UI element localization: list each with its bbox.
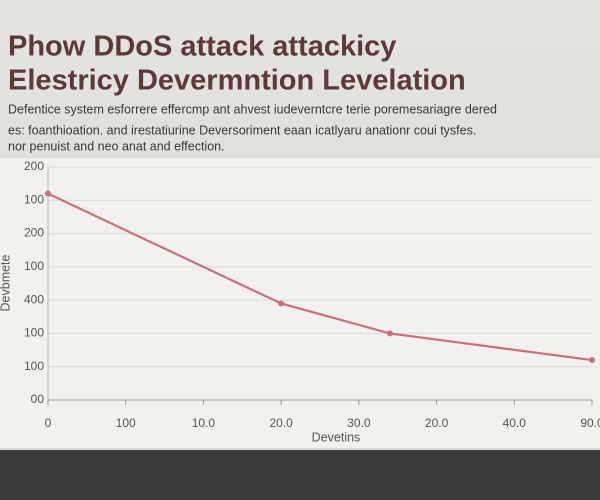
x-axis-label: Devetins bbox=[312, 430, 361, 444]
screen-bezel bbox=[0, 450, 600, 500]
y-tick-label: 400 bbox=[24, 292, 44, 306]
data-point bbox=[278, 300, 285, 307]
x-tick-label: 100 bbox=[116, 416, 136, 430]
y-tick-label: 00 bbox=[31, 392, 45, 406]
data-point bbox=[589, 357, 595, 364]
data-point bbox=[386, 330, 393, 337]
x-tick-label: 20.0 bbox=[425, 416, 449, 430]
subtitle: es: foanthioation. and irestatiurine Dev… bbox=[8, 123, 476, 137]
data-line bbox=[47, 192, 593, 362]
x-tick-label: 20.0 bbox=[269, 416, 293, 430]
x-tick-label: 90.0 bbox=[580, 416, 600, 430]
x-tick-label: 10.0 bbox=[192, 416, 216, 430]
data-point bbox=[45, 190, 51, 197]
subtitle: nor penuist and neo anat and effection. bbox=[8, 139, 225, 153]
y-tick-label: 100 bbox=[24, 259, 44, 273]
y-tick-label: 200 bbox=[24, 226, 44, 240]
y-axis-label: Devbmete bbox=[0, 254, 12, 311]
x-tick-label: 0 bbox=[45, 416, 52, 430]
y-tick-label: 100 bbox=[24, 192, 44, 206]
subtitle: Defentice system esforrere effercmp ant … bbox=[8, 102, 497, 116]
chart-title: Elestricy Devermntion Levelation bbox=[8, 65, 466, 97]
x-tick-label: 30.0 bbox=[347, 416, 371, 430]
x-tick-label: 40.0 bbox=[503, 416, 527, 430]
chart-panel bbox=[0, 158, 600, 448]
y-tick-label: 100 bbox=[24, 359, 44, 373]
y-tick-label: 100 bbox=[24, 326, 44, 340]
y-tick-label: 200 bbox=[24, 159, 44, 173]
chart-title: Phow DDoS attack attackicy bbox=[8, 31, 396, 63]
